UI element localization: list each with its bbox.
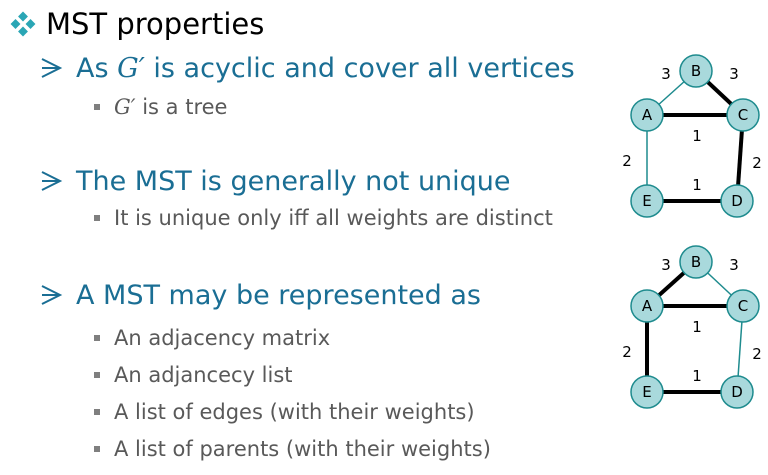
vertex-A <box>630 289 664 323</box>
square-bullet-icon <box>94 215 100 221</box>
edge-weight-A-C: 1 <box>692 127 702 145</box>
edge-weight-A-E: 2 <box>622 343 632 361</box>
slide-heading: MST properties <box>46 7 265 41</box>
point-acyclic-suffix: is acyclic and cover all vertices <box>144 52 575 84</box>
vertex-E <box>630 184 664 218</box>
vertex-B <box>679 54 713 88</box>
vertex-C <box>726 289 760 323</box>
point-acyclic-prefix: As <box>76 52 118 84</box>
arrow-bullet-icon <box>41 285 63 305</box>
point-representation: A MST may be represented as <box>40 277 481 313</box>
edge-weight-A-B: 3 <box>661 256 671 274</box>
square-bullet-icon <box>94 104 100 110</box>
vertex-D <box>720 375 754 409</box>
vertex-B <box>679 245 713 279</box>
subpoint-adjacency-list-text: An adjancecy list <box>114 363 293 387</box>
vertex-E <box>630 375 664 409</box>
g-prime-symbol: G′ <box>117 52 145 84</box>
edge-weight-A-E: 2 <box>622 152 632 170</box>
vertex-label-D: D <box>731 192 743 210</box>
subpoint-adjacency-list: An adjancecy list <box>94 360 293 390</box>
edge-weight-B-C: 3 <box>729 65 739 83</box>
vertex-label-B: B <box>691 253 701 271</box>
point-not-unique-text: The MST is generally not unique <box>76 165 511 197</box>
edge-weight-C-D: 2 <box>752 154 762 172</box>
arrow-bullet-icon <box>41 58 63 78</box>
subpoint-unique-iff: It is unique only iff all weights are di… <box>94 203 553 233</box>
point-not-unique: The MST is generally not unique <box>40 163 511 199</box>
subpoint-parent-list-text: A list of parents (with their weights) <box>114 437 491 461</box>
square-bullet-icon <box>94 409 100 415</box>
vertex-label-E: E <box>642 192 651 210</box>
edge-weight-E-D: 1 <box>692 367 702 385</box>
subpoint-tree: G′ is a tree <box>94 92 227 122</box>
vertex-label-E: E <box>642 383 651 401</box>
diamond-bullet-icon <box>10 11 36 37</box>
mst-graph-1: 3 3 1 2 2 1 A B C D E <box>605 45 768 225</box>
point-acyclic: As G′ is acyclic and cover all vertices <box>40 50 575 86</box>
square-bullet-icon <box>94 372 100 378</box>
edge-weight-E-D: 1 <box>692 176 702 194</box>
subpoint-edge-list: A list of edges (with their weights) <box>94 397 475 427</box>
arrow-bullet-icon <box>41 171 63 191</box>
vertex-label-D: D <box>731 383 743 401</box>
subpoint-adjacency-matrix-text: An adjacency matrix <box>114 326 331 350</box>
vertex-label-A: A <box>642 297 653 315</box>
edge-weight-B-C: 3 <box>729 256 739 274</box>
subpoint-unique-iff-text: It is unique only iff all weights are di… <box>114 206 553 230</box>
subpoint-adjacency-matrix: An adjacency matrix <box>94 323 330 353</box>
graph-svg: 3 3 1 2 2 1 A B C D E <box>622 54 762 218</box>
vertex-D <box>720 184 754 218</box>
subpoint-edge-list-text: A list of edges (with their weights) <box>114 400 475 424</box>
edge-weight-A-C: 1 <box>692 318 702 336</box>
slide-heading-row: MST properties <box>10 4 264 44</box>
subpoint-parent-list: A list of parents (with their weights) <box>94 434 491 464</box>
subpoint-tree-text: is a tree <box>135 95 228 119</box>
vertex-C <box>726 98 760 132</box>
mst-graph-2: 3 3 1 2 2 1 A B C D E <box>605 236 768 416</box>
vertex-A <box>630 98 664 132</box>
vertex-label-B: B <box>691 62 701 80</box>
edge-weight-A-B: 3 <box>661 65 671 83</box>
vertex-label-C: C <box>738 106 748 124</box>
vertex-label-A: A <box>642 106 653 124</box>
g-prime-symbol: G′ <box>114 95 136 119</box>
vertex-label-C: C <box>738 297 748 315</box>
square-bullet-icon <box>94 335 100 341</box>
graph-svg: 3 3 1 2 2 1 A B C D E <box>622 245 762 409</box>
point-representation-text: A MST may be represented as <box>76 279 481 311</box>
edge-weight-C-D: 2 <box>752 345 762 363</box>
square-bullet-icon <box>94 446 100 452</box>
